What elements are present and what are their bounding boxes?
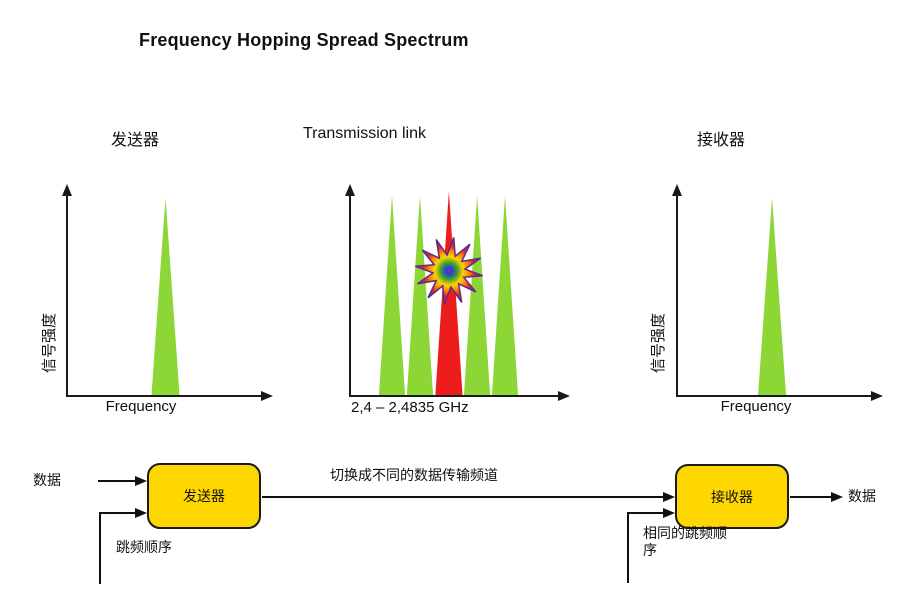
header-transmitter: 发送器 bbox=[111, 132, 160, 149]
hop-sequence-line bbox=[99, 512, 138, 584]
block-diagram-connectors bbox=[98, 476, 843, 584]
y-axis-label: 信号强度 bbox=[650, 313, 667, 373]
signal-peak bbox=[151, 197, 180, 396]
receiver-spectrum-chart: 信号强度 Frequency bbox=[650, 184, 883, 415]
x-axis-arrow-icon bbox=[558, 391, 570, 401]
x-axis-label: 2,4 – 2,4835 GHz bbox=[351, 399, 469, 416]
data-in-label: 数据 bbox=[33, 472, 61, 488]
transmitter-spectrum-chart: 信号强度 Frequency bbox=[41, 184, 273, 415]
channel-note-label: 切换成不同的数据传输频道 bbox=[330, 467, 498, 483]
signal-peak bbox=[758, 197, 787, 396]
x-axis-arrow-icon bbox=[871, 391, 883, 401]
y-axis-arrow-icon bbox=[62, 184, 72, 196]
header-receiver: 接收器 bbox=[697, 132, 746, 149]
y-axis-label: 信号强度 bbox=[41, 313, 58, 373]
channel-arrow-icon bbox=[663, 492, 675, 502]
hop-sequence-arrow-icon bbox=[135, 508, 147, 518]
same-hop-sequence-line bbox=[627, 512, 666, 583]
signal-peak bbox=[406, 195, 434, 396]
data-out-label: 数据 bbox=[848, 488, 876, 504]
hop-sequence-label: 跳频顺序 bbox=[116, 539, 172, 555]
receiver-box: 接收器 bbox=[675, 464, 789, 529]
y-axis-arrow-icon bbox=[345, 184, 355, 196]
receiver-box-label: 接收器 bbox=[711, 488, 753, 505]
x-axis-arrow-icon bbox=[261, 391, 273, 401]
y-axis-arrow-icon bbox=[672, 184, 682, 196]
signal-peak bbox=[463, 195, 491, 396]
data-in-arrow-icon bbox=[135, 476, 147, 486]
signal-peaks bbox=[151, 197, 180, 396]
transmitter-box-label: 发送器 bbox=[183, 488, 225, 504]
same-hop-sequence-arrow-icon bbox=[663, 508, 675, 518]
signal-peaks bbox=[758, 197, 787, 396]
signal-peak bbox=[378, 195, 406, 396]
same-hop-sequence-label: 相同的跳频顺序 bbox=[643, 525, 727, 558]
page-title: Frequency Hopping Spread Spectrum bbox=[139, 30, 469, 50]
x-axis-label: Frequency bbox=[106, 398, 177, 415]
signal-peak bbox=[491, 195, 519, 396]
interference-explosion-icon bbox=[415, 237, 483, 305]
x-axis-label: Frequency bbox=[721, 398, 792, 415]
transmitter-box: 发送器 bbox=[147, 463, 261, 529]
data-out-arrow-icon bbox=[831, 492, 843, 502]
header-transmission-link: Transmission link bbox=[303, 125, 426, 142]
link-spectrum-chart: 2,4 – 2,4835 GHz bbox=[345, 184, 570, 416]
